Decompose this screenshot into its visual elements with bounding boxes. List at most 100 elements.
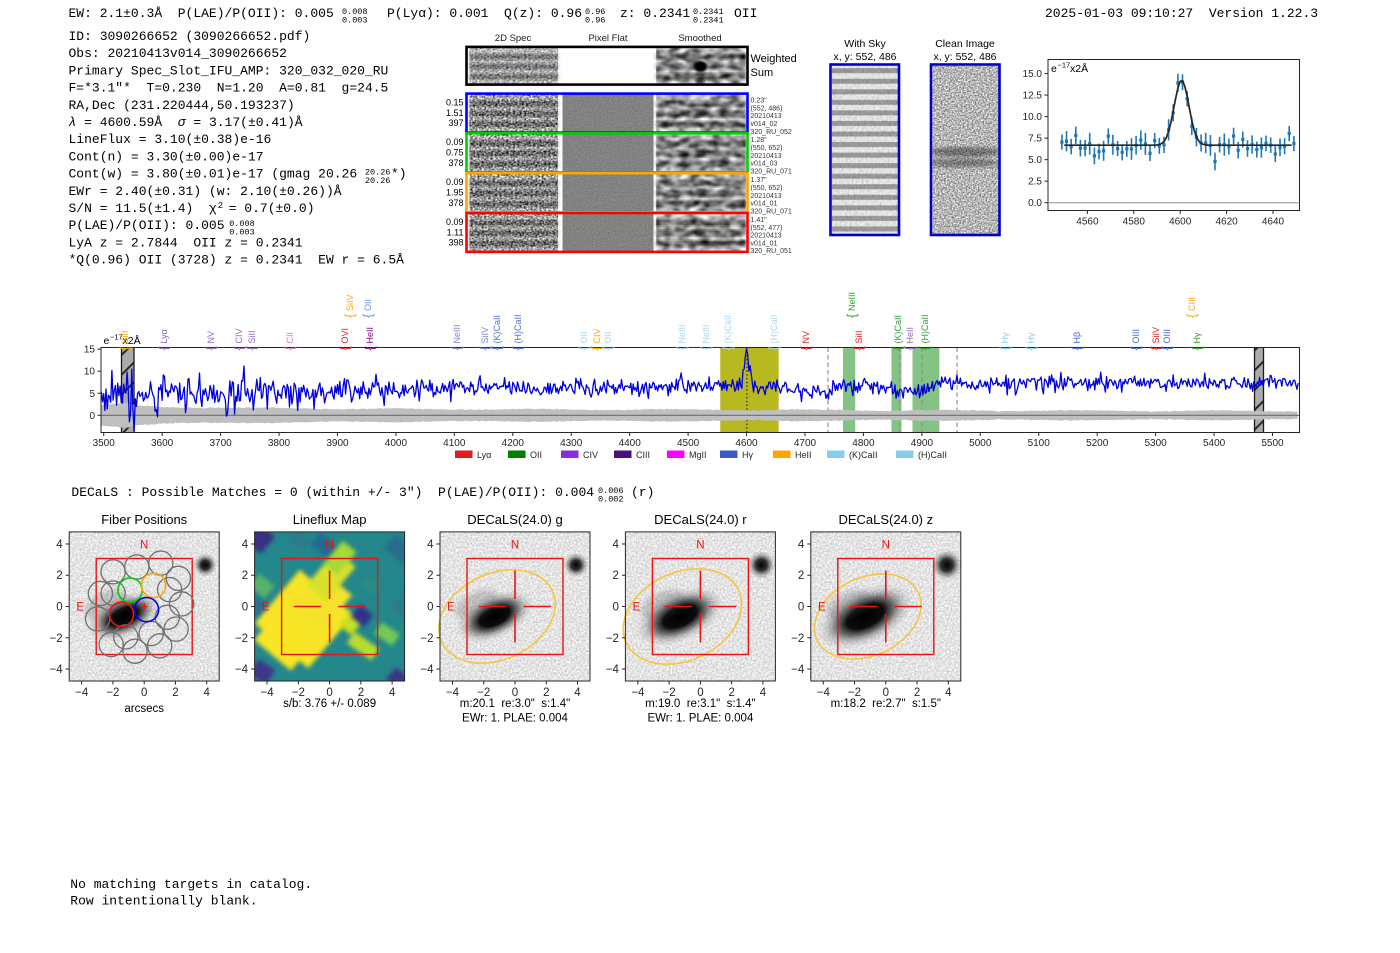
svg-text:4600: 4600 — [1169, 217, 1192, 228]
svg-text:(K)CaII: (K)CaII — [492, 315, 502, 344]
svg-text:{: { — [360, 313, 375, 318]
svg-text:EWr: 1. PLAE: 0.004: EWr: 1. PLAE: 0.004 — [647, 713, 754, 725]
svg-text:CII: CII — [285, 332, 295, 344]
svg-text:20210413: 20210413 — [751, 113, 782, 120]
svg-text:4: 4 — [427, 539, 434, 551]
svg-text:4560: 4560 — [1076, 217, 1099, 228]
svg-text:(H)CaII: (H)CaII — [918, 450, 947, 460]
svg-text:{: { — [156, 346, 171, 351]
svg-text:0: 0 — [512, 687, 518, 699]
svg-text:0.09: 0.09 — [446, 137, 464, 147]
svg-text:398: 398 — [448, 238, 463, 248]
svg-text:3800: 3800 — [268, 438, 291, 449]
svg-text:3500: 3500 — [93, 438, 116, 449]
svg-text:378: 378 — [448, 198, 463, 208]
svg-text:EWr = 2.40(±0.31) (w: 2.10(±0.: EWr = 2.40(±0.31) (w: 2.10(±0.26))Å — [69, 184, 342, 199]
svg-text:4200: 4200 — [502, 438, 525, 449]
svg-text:0.008: 0.008 — [342, 7, 368, 17]
svg-text:SiII: SiII — [247, 330, 257, 343]
svg-text:4: 4 — [389, 687, 396, 699]
svg-text:OIII: OIII — [1162, 329, 1172, 344]
svg-text:(550, 652): (550, 652) — [751, 145, 783, 152]
svg-text:{: { — [1189, 346, 1204, 351]
svg-text:4: 4 — [56, 539, 63, 551]
svg-text:0.2341: 0.2341 — [693, 7, 724, 17]
svg-text:5400: 5400 — [1203, 438, 1226, 449]
svg-text:m:19.0 re:3.1" s:1.4": m:19.0 re:3.1" s:1.4" — [645, 698, 755, 710]
svg-text:*): *) — [391, 167, 407, 182]
svg-text:2: 2 — [358, 687, 364, 699]
svg-text:0.002: 0.002 — [598, 495, 624, 505]
svg-text:0.15: 0.15 — [446, 98, 464, 108]
svg-text:Lyα: Lyα — [159, 329, 169, 343]
svg-text:0: 0 — [697, 687, 703, 699]
svg-text:1.11: 1.11 — [447, 227, 464, 237]
svg-text:−2: −2 — [606, 633, 619, 645]
svg-text:{: { — [342, 313, 357, 318]
svg-text:3900: 3900 — [326, 438, 349, 449]
svg-text:397: 397 — [448, 118, 463, 128]
svg-text:{: { — [337, 346, 352, 351]
svg-text:DECaLS : Possible Matches = 0: DECaLS : Possible Matches = 0 (within +/… — [71, 485, 594, 500]
svg-text:NeIII: NeIII — [452, 324, 462, 343]
svg-text:−17: −17 — [1058, 61, 1071, 70]
svg-text:−4: −4 — [75, 687, 89, 699]
svg-text:Hβ: Hβ — [1072, 332, 1082, 344]
svg-text:3600: 3600 — [151, 438, 174, 449]
svg-text:4: 4 — [612, 539, 619, 551]
svg-text:N: N — [511, 540, 519, 552]
svg-text:(550, 652): (550, 652) — [751, 185, 783, 192]
svg-text:10: 10 — [84, 367, 96, 378]
svg-text:4400: 4400 — [619, 438, 642, 449]
svg-text:−4: −4 — [420, 664, 434, 676]
svg-text:P(LAE)/P(OII): 0.005: P(LAE)/P(OII): 0.005 — [69, 218, 225, 233]
svg-text:0: 0 — [242, 602, 248, 614]
svg-text:{: { — [1023, 346, 1038, 351]
svg-text:{: { — [698, 346, 713, 351]
svg-text:{: { — [997, 346, 1012, 351]
svg-text:−2: −2 — [848, 687, 861, 699]
svg-text:−4: −4 — [791, 664, 805, 676]
svg-text:Hγ: Hγ — [742, 450, 753, 460]
svg-text:2: 2 — [728, 687, 734, 699]
svg-text:v014_01: v014_01 — [751, 201, 778, 208]
svg-text:N: N — [140, 540, 148, 552]
svg-text:15: 15 — [84, 345, 96, 356]
svg-text:N: N — [325, 540, 333, 552]
svg-text:0: 0 — [883, 687, 889, 699]
svg-text:{: { — [117, 346, 132, 351]
svg-text:F=*3.1"* T=0.230 N=1.20 A=0: F=*3.1"* T=0.230 N=1.20 A=0.81 g=24.5 — [69, 81, 389, 96]
svg-text:{: { — [766, 346, 781, 351]
svg-text:Smoothed: Smoothed — [678, 33, 721, 44]
svg-text:OII: OII — [579, 331, 589, 343]
svg-text:EWr: 1. PLAE: 0.004: EWr: 1. PLAE: 0.004 — [462, 713, 569, 725]
svg-text:−4: −4 — [235, 664, 249, 676]
svg-text:4600: 4600 — [735, 438, 758, 449]
svg-text:(K)CaII: (K)CaII — [849, 450, 878, 460]
svg-text:CIV: CIV — [592, 328, 602, 343]
svg-text:20.26: 20.26 — [365, 176, 391, 186]
svg-text:−4: −4 — [446, 687, 460, 699]
svg-text:2025-01-03 09:10:27 Version 1: 2025-01-03 09:10:27 Version 1.22.3 — [1045, 6, 1318, 21]
svg-text:OII: OII — [603, 331, 613, 343]
svg-text:E: E — [633, 602, 641, 614]
svg-text:2: 2 — [427, 570, 433, 582]
svg-text:1.28": 1.28" — [751, 137, 768, 144]
svg-text:{: { — [589, 346, 604, 351]
svg-text:0.008: 0.008 — [229, 219, 255, 229]
svg-text:Hγ: Hγ — [1026, 332, 1036, 343]
svg-text:0.0: 0.0 — [1028, 198, 1042, 209]
svg-text:P(Lyα): 0.001 Q(z): 0.96: P(Lyα): 0.001 Q(z): 0.96 — [387, 6, 582, 21]
svg-text:Lyα: Lyα — [477, 450, 491, 460]
svg-text:Weighted: Weighted — [751, 53, 797, 65]
svg-text:{: { — [362, 346, 377, 351]
svg-text:2: 2 — [56, 570, 62, 582]
svg-text:2: 2 — [218, 201, 223, 211]
svg-text:0.96: 0.96 — [585, 16, 605, 26]
svg-text:NV: NV — [801, 331, 811, 344]
svg-text:x, y: 552, 486: x, y: 552, 486 — [933, 51, 996, 63]
svg-text:z: 0.2341: z: 0.2341 — [620, 6, 690, 21]
svg-text:{: { — [1148, 346, 1163, 351]
svg-text:2D Spec: 2D Spec — [495, 33, 532, 44]
svg-text:20210413: 20210413 — [751, 233, 782, 240]
